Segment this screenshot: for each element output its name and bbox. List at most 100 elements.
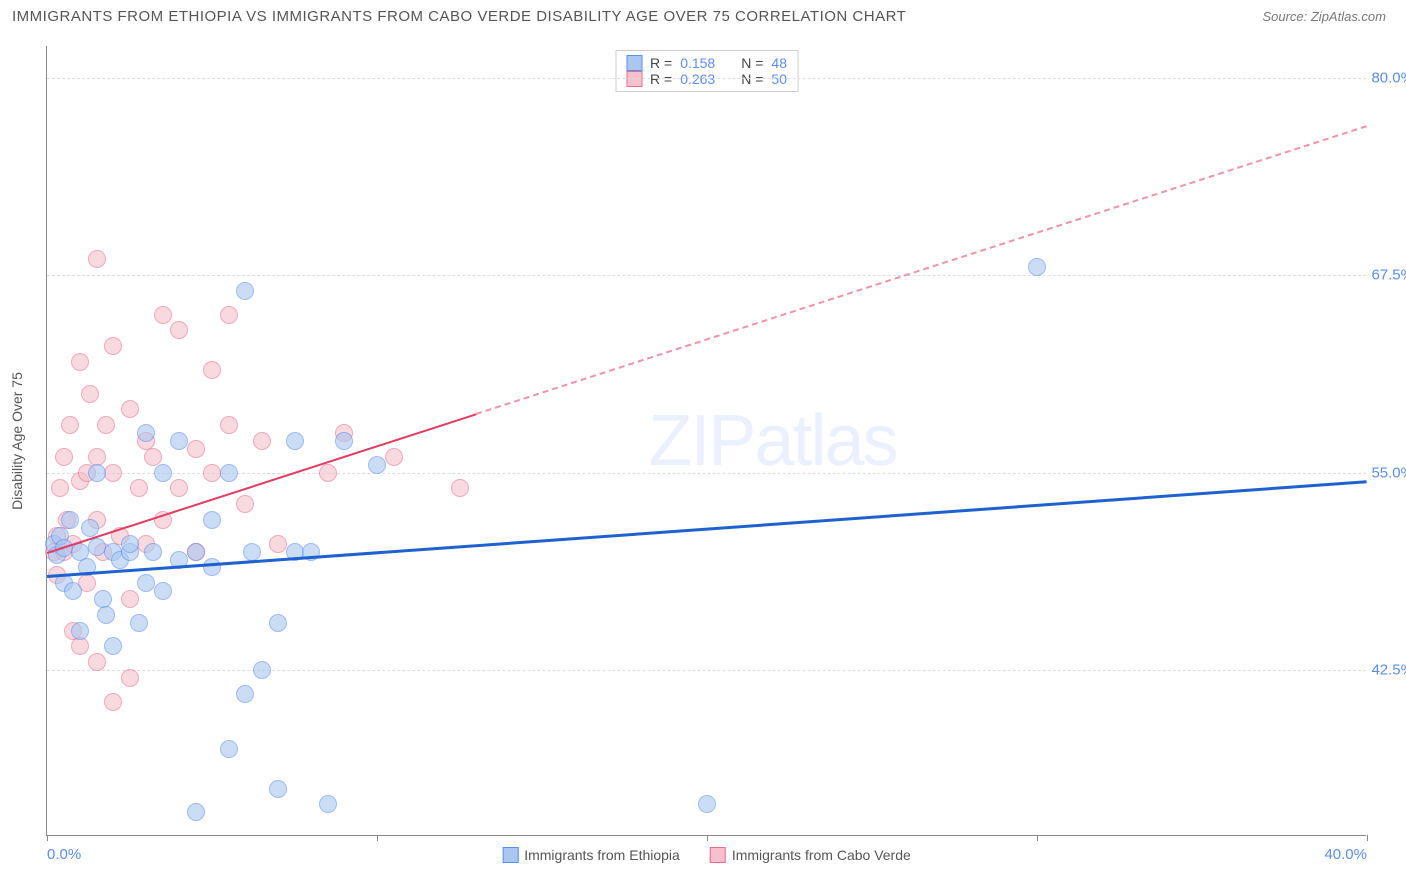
trend-line	[476, 125, 1368, 415]
scatter-point	[236, 282, 254, 300]
scatter-point	[319, 795, 337, 813]
scatter-point	[61, 416, 79, 434]
scatter-point	[220, 416, 238, 434]
source-name: ZipAtlas.com	[1311, 9, 1386, 24]
watermark-part2: atlas	[754, 401, 896, 481]
scatter-point	[71, 622, 89, 640]
scatter-point	[187, 440, 205, 458]
scatter-point	[97, 416, 115, 434]
scatter-point	[203, 464, 221, 482]
scatter-chart: Disability Age Over 75 ZIPatlas R =0.158…	[46, 46, 1366, 836]
scatter-point	[319, 464, 337, 482]
scatter-point	[104, 337, 122, 355]
y-tick-label: 42.5%	[1354, 662, 1406, 679]
scatter-point	[253, 432, 271, 450]
legend-r-value: 0.158	[680, 55, 715, 71]
scatter-point	[121, 590, 139, 608]
scatter-point	[203, 558, 221, 576]
legend-swatch	[710, 847, 726, 863]
scatter-point	[170, 479, 188, 497]
legend-swatch	[626, 71, 642, 87]
chart-title: IMMIGRANTS FROM ETHIOPIA VS IMMIGRANTS F…	[12, 8, 906, 25]
scatter-point	[154, 464, 172, 482]
scatter-point	[81, 385, 99, 403]
scatter-point	[154, 582, 172, 600]
source-attribution: Source: ZipAtlas.com	[1262, 9, 1386, 24]
legend-series-name: Immigrants from Cabo Verde	[732, 847, 911, 863]
scatter-point	[137, 574, 155, 592]
scatter-point	[170, 432, 188, 450]
scatter-point	[220, 306, 238, 324]
scatter-point	[154, 306, 172, 324]
y-tick-label: 67.5%	[1354, 267, 1406, 284]
legend-r-label: R =	[650, 55, 672, 71]
x-tick	[377, 835, 378, 841]
scatter-point	[368, 456, 386, 474]
legend-series-item: Immigrants from Ethiopia	[502, 847, 680, 863]
scatter-point	[170, 321, 188, 339]
scatter-point	[220, 464, 238, 482]
scatter-point	[203, 511, 221, 529]
legend-n-label: N =	[741, 55, 763, 71]
legend-series: Immigrants from Ethiopia Immigrants from …	[502, 847, 911, 863]
scatter-point	[88, 250, 106, 268]
y-tick-label: 80.0%	[1354, 69, 1406, 86]
scatter-point	[71, 353, 89, 371]
grid-line	[47, 670, 1366, 671]
scatter-point	[335, 432, 353, 450]
watermark-text: ZIPatlas	[648, 400, 896, 482]
scatter-point	[236, 495, 254, 513]
scatter-point	[187, 803, 205, 821]
scatter-point	[269, 535, 287, 553]
scatter-point	[130, 614, 148, 632]
scatter-point	[144, 543, 162, 561]
x-tick	[1367, 835, 1368, 841]
legend-n-value: 48	[771, 55, 787, 71]
grid-line	[47, 473, 1366, 474]
x-tick-label: 40.0%	[1324, 846, 1367, 863]
scatter-point	[121, 535, 139, 553]
scatter-point	[64, 582, 82, 600]
x-tick	[707, 835, 708, 841]
scatter-point	[385, 448, 403, 466]
y-tick-label: 55.0%	[1354, 464, 1406, 481]
scatter-point	[88, 464, 106, 482]
scatter-point	[121, 400, 139, 418]
scatter-point	[104, 464, 122, 482]
grid-line	[47, 275, 1366, 276]
scatter-point	[104, 637, 122, 655]
grid-line	[47, 78, 1366, 79]
scatter-point	[187, 543, 205, 561]
legend-series-name: Immigrants from Ethiopia	[524, 847, 680, 863]
legend-stat-row: R = 0.263 N = 50	[626, 71, 787, 87]
scatter-point	[130, 479, 148, 497]
source-prefix: Source:	[1262, 9, 1310, 24]
legend-r-value: 0.263	[680, 71, 715, 87]
scatter-point	[104, 693, 122, 711]
scatter-point	[137, 424, 155, 442]
x-tick	[1037, 835, 1038, 841]
x-tick-label: 0.0%	[47, 846, 81, 863]
scatter-point	[698, 795, 716, 813]
scatter-point	[51, 479, 69, 497]
x-tick	[47, 835, 48, 841]
scatter-point	[220, 740, 238, 758]
scatter-point	[121, 669, 139, 687]
scatter-point	[286, 432, 304, 450]
scatter-point	[88, 653, 106, 671]
y-axis-title: Disability Age Over 75	[9, 372, 25, 510]
legend-stat-row: R = 0.158 N = 48	[626, 55, 787, 71]
legend-n-label: N =	[741, 71, 763, 87]
scatter-point	[269, 614, 287, 632]
scatter-point	[81, 519, 99, 537]
watermark-part1: ZIP	[648, 401, 754, 481]
scatter-point	[243, 543, 261, 561]
scatter-point	[61, 511, 79, 529]
scatter-point	[269, 780, 287, 798]
scatter-point	[203, 361, 221, 379]
legend-n-value: 50	[771, 71, 787, 87]
legend-series-item: Immigrants from Cabo Verde	[710, 847, 911, 863]
scatter-point	[451, 479, 469, 497]
legend-r-label: R =	[650, 71, 672, 87]
legend-swatch	[626, 55, 642, 71]
